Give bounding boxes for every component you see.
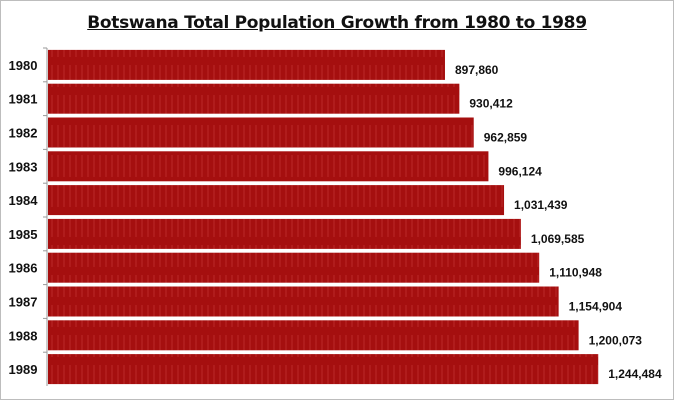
data-label-1982: 962,859	[484, 131, 528, 145]
bar-1989	[48, 354, 599, 385]
data-label-1988: 1,200,073	[589, 333, 643, 347]
bar-1981	[48, 83, 460, 114]
category-label-1983: 1983	[9, 159, 38, 174]
data-label-1983: 996,124	[498, 164, 542, 178]
bar-1984	[48, 185, 505, 216]
bar-1985	[48, 218, 521, 249]
bar-1988	[48, 320, 579, 351]
category-label-1989: 1989	[9, 362, 38, 377]
bar-1986	[48, 252, 540, 283]
bar-1982	[48, 117, 474, 148]
data-label-1980: 897,860	[455, 63, 499, 77]
chart-title: Botswana Total Population Growth from 19…	[87, 13, 587, 33]
category-label-1982: 1982	[9, 126, 38, 141]
data-label-1987: 1,154,904	[569, 300, 623, 314]
data-label-1985: 1,069,585	[531, 232, 585, 246]
category-label-1984: 1984	[9, 193, 39, 208]
category-label-1985: 1985	[9, 227, 38, 242]
category-label-1988: 1988	[9, 328, 38, 343]
data-label-1984: 1,031,439	[514, 198, 568, 212]
data-label-1989: 1,244,484	[608, 367, 662, 381]
data-label-1986: 1,110,948	[549, 266, 602, 280]
bar-1987	[48, 286, 559, 317]
category-label-1987: 1987	[9, 295, 38, 310]
data-label-1981: 930,412	[469, 97, 513, 111]
category-label-1981: 1981	[9, 92, 38, 107]
bar-1980	[48, 49, 445, 80]
category-label-1980: 1980	[9, 58, 38, 73]
bar-1983	[48, 151, 489, 182]
category-label-1986: 1986	[9, 261, 38, 276]
